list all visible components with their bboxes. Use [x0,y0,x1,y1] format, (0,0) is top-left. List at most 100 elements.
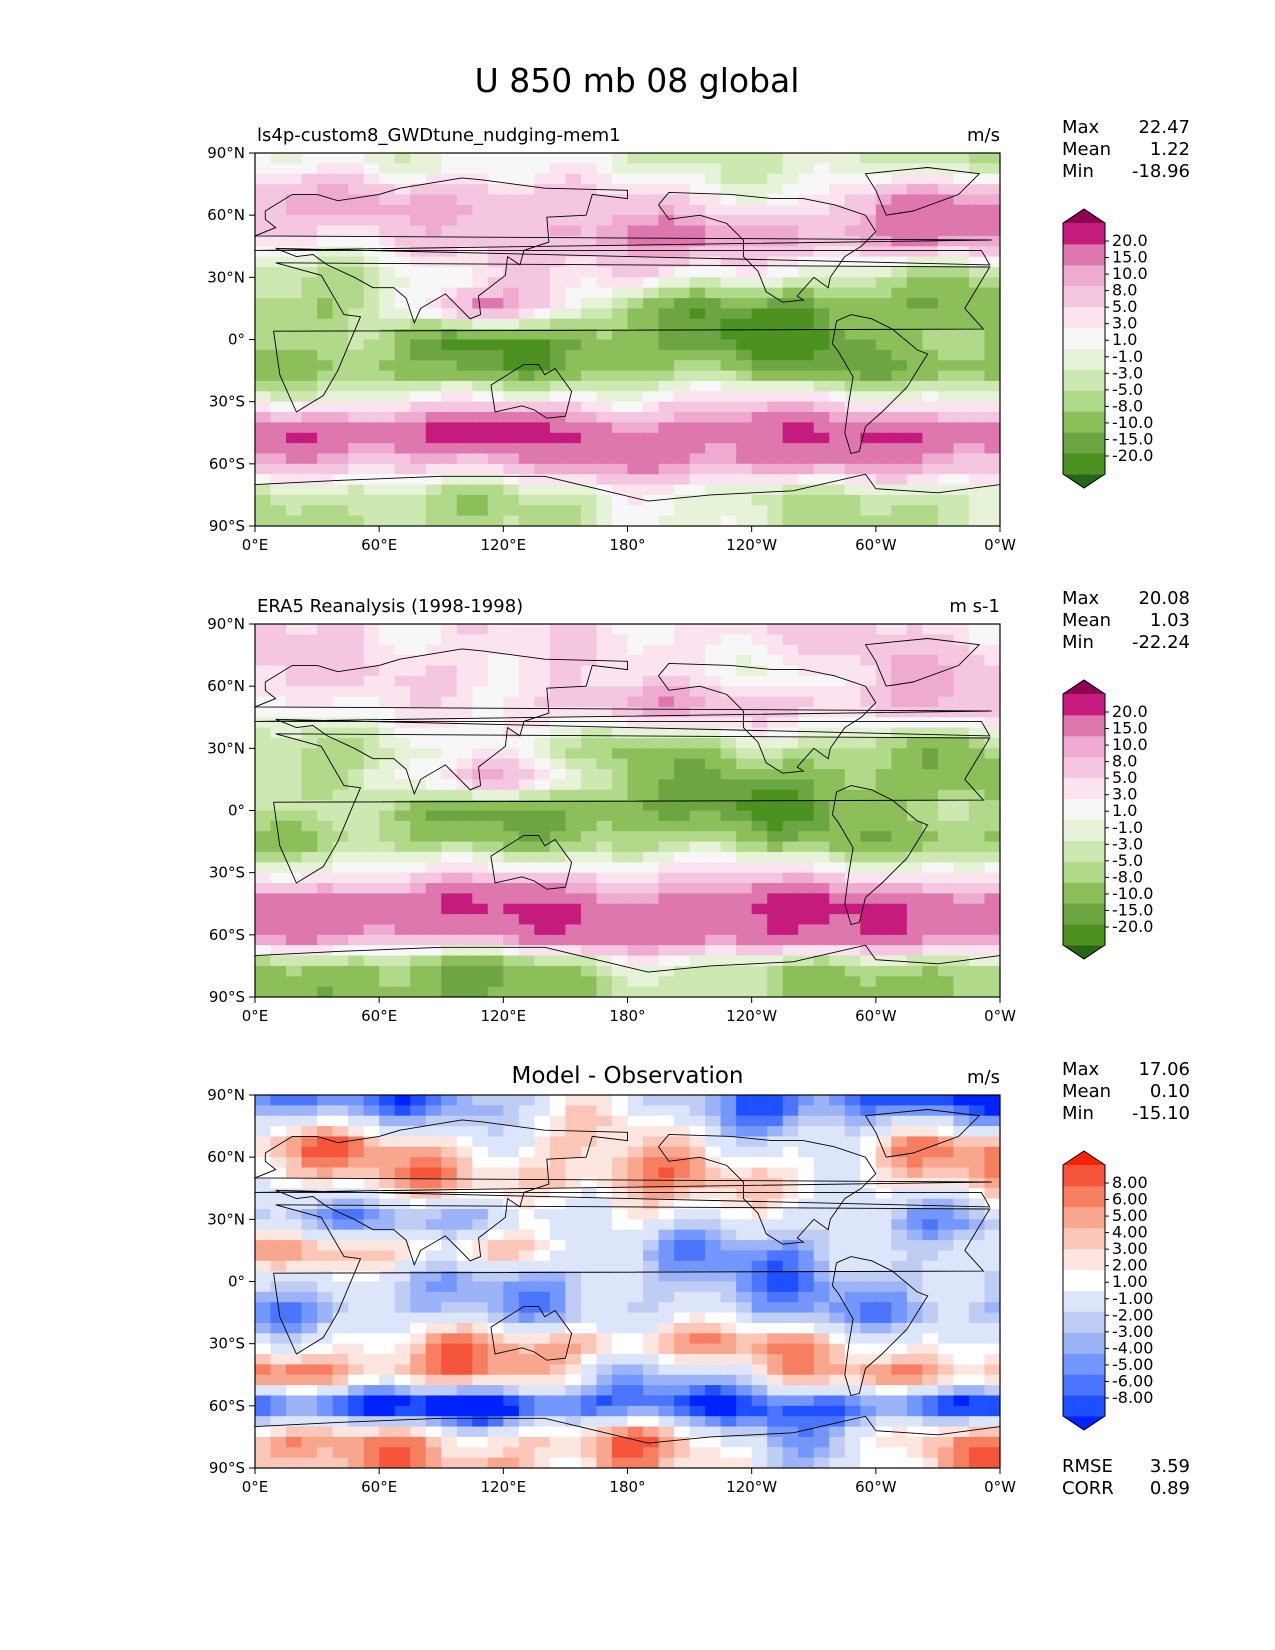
heatmap-cell [332,391,349,403]
heatmap-cell [565,965,582,977]
heatmap-cell [906,1312,923,1324]
heatmap-cell [705,184,722,196]
heatmap-cell [937,1136,955,1148]
heatmap-cell [627,256,644,268]
heatmap-cell [348,453,365,465]
heatmap-cell [270,1105,287,1117]
heatmap-cell [689,706,706,718]
heatmap-cell [317,1250,334,1262]
heatmap-cell [580,758,598,770]
heatmap-cell [394,862,411,874]
heatmap-cell [829,851,846,863]
heatmap-cell [332,976,349,988]
heatmap-cell [813,872,830,884]
heatmap-cell [984,810,1000,822]
heatmap-cell [767,675,784,687]
heatmap-cell [611,380,629,392]
heatmap-cell [270,914,287,926]
heatmap-cell [518,432,535,444]
heatmap-cell [286,1157,303,1169]
heatmap-cell [487,1126,504,1138]
heatmap-cell [332,945,349,957]
heatmap-cell [286,706,303,718]
heatmap-cell [643,318,660,330]
heatmap-cell [286,862,303,874]
heatmap-cell [317,505,334,517]
heatmap-cell [565,432,582,444]
africa-outline [273,733,991,884]
heatmap-cell [875,349,892,361]
heatmap-cell [348,1157,365,1169]
heatmap-cell [286,903,303,915]
heatmap-cell [425,194,442,206]
heatmap-cell [968,463,986,475]
heatmap-cell [534,453,551,465]
heatmap-cell [875,329,892,341]
heatmap-cell [875,401,892,413]
y-tick-label: 90°S [209,988,245,1006]
heatmap-cell [317,246,334,258]
heatmap-cell [643,675,660,687]
heatmap-cell [425,634,442,646]
heatmap-cell [410,432,427,444]
heatmap-cell [394,1322,411,1334]
heatmap-cell [968,945,986,957]
heatmap-cell [767,391,784,403]
heatmap-cell [348,1364,365,1376]
heatmap-cell [611,246,629,258]
heatmap-cell [984,893,1000,905]
heatmap-cell [906,1167,923,1179]
heatmap-cell [875,443,892,455]
heatmap-cell [751,1271,768,1283]
heatmap-cell [968,298,986,310]
heatmap-cell [705,515,722,526]
heatmap-cell [751,1198,768,1210]
heatmap-cell [736,1126,753,1138]
heatmap-cell [255,298,272,310]
heatmap-cell [596,453,613,465]
heatmap-cell [643,1105,660,1117]
heatmap-cell [658,976,675,988]
heatmap-cell [813,412,830,423]
heatmap-cell [705,194,722,206]
heatmap-cell [782,443,799,455]
heatmap-cell [503,903,520,915]
heatmap-cell [736,1177,753,1189]
heatmap-cell [953,1240,970,1252]
heatmap-cell [518,893,535,905]
heatmap-cell [503,789,520,801]
heatmap-cell [317,1126,334,1138]
heatmap-cell [875,810,892,822]
heatmap-cell [798,675,815,687]
heatmap-cell [286,820,303,832]
heatmap-cell [844,758,861,770]
heatmap-cell [984,872,1000,884]
heatmap-cell [627,1364,644,1376]
heatmap-cell [348,737,365,749]
heatmap-cell [751,1095,768,1106]
heatmap-cell [736,1105,753,1117]
heatmap-cell [301,370,318,382]
heatmap-cell [705,1322,722,1334]
heatmap-cell [829,1374,846,1386]
heatmap-cell [270,401,287,413]
heatmap-cell [549,515,567,526]
heatmap-cell [518,153,535,164]
heatmap-cell [472,624,489,635]
heatmap-cell [782,1260,799,1272]
heatmap-cell [844,986,861,997]
heatmap-cell [875,934,892,946]
heatmap-cell [658,624,675,635]
heatmap-cell [643,655,660,667]
heatmap-cell [379,1281,396,1293]
heatmap-cell [565,1177,582,1189]
heatmap-cell [503,215,520,227]
heatmap-cell [363,505,380,517]
heatmap-cell [906,1198,923,1210]
heatmap-cell [736,287,753,299]
heatmap-cell [627,153,644,164]
heatmap-cell [317,965,334,977]
heatmap-cell [565,779,582,791]
heatmap-cell [736,862,753,874]
heatmap-cell [596,1167,613,1179]
